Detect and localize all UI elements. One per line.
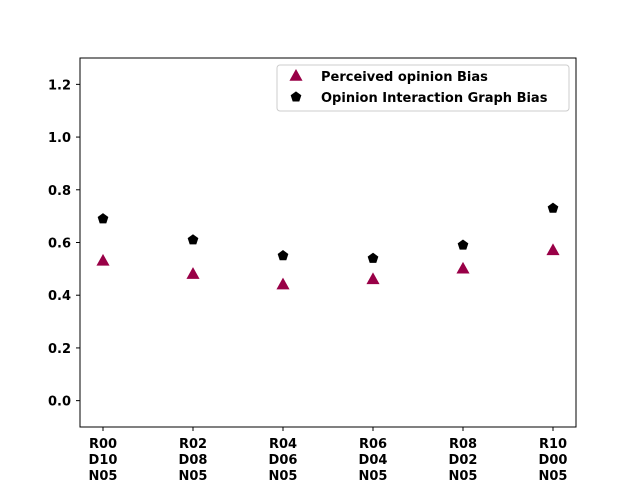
legend: Perceived opinion Bias Opinion Interactio… — [276, 64, 570, 112]
legend-marker — [290, 91, 302, 102]
perceived-opinion-bias-point — [186, 267, 200, 279]
opinion-graph-bias-point — [547, 202, 559, 213]
x-tick-label: D08 — [179, 453, 208, 468]
x-tick-label: R06 — [359, 437, 387, 452]
y-tick-label: 0.6 — [48, 237, 71, 252]
x-tick-label: D04 — [359, 453, 388, 468]
legend-box — [276, 64, 570, 112]
y-tick-label: 0.8 — [48, 184, 71, 199]
perceived-opinion-bias-point — [546, 243, 560, 256]
plot-area — [79, 57, 577, 428]
perceived-opinion-bias-point — [96, 253, 110, 266]
x-tick-label: N05 — [449, 469, 478, 480]
y-tick-label: 1.2 — [48, 78, 71, 93]
perceived-opinion-bias-point — [366, 272, 380, 285]
x-tick-label: N05 — [269, 469, 298, 480]
opinion-graph-bias-point — [97, 213, 109, 224]
x-tick-label: N05 — [539, 469, 568, 480]
data-markers — [96, 202, 560, 290]
legend-marker — [289, 68, 303, 81]
x-tick-label: N05 — [359, 469, 388, 480]
opinion-graph-bias-point — [367, 252, 379, 263]
perceived-opinion-bias-point — [276, 277, 290, 290]
y-axis: 0.0 0.2 0.4 0.6 0.8 1.0 1.2 — [48, 78, 80, 410]
x-tick-label: R08 — [449, 437, 477, 452]
perceived-opinion-bias-point — [456, 261, 470, 274]
x-tick-label: N05 — [89, 469, 118, 480]
x-tick-label: N05 — [179, 469, 208, 480]
x-axis: R00D10N05R02D08N05R04D06N05R06D04N05R08D… — [89, 427, 568, 480]
x-tick-label: R00 — [89, 437, 117, 452]
x-tick-label: D02 — [449, 453, 478, 468]
opinion-graph-bias-point — [187, 234, 199, 245]
x-tick-label: D06 — [269, 453, 298, 468]
x-tick-label: R02 — [179, 437, 207, 452]
y-tick-label: 0.0 — [48, 395, 71, 410]
legend-label: Opinion Interaction Graph Bias — [321, 91, 548, 106]
y-tick-label: 1.0 — [48, 131, 71, 146]
y-tick-label: 0.4 — [48, 289, 71, 304]
x-tick-label: D00 — [539, 453, 568, 468]
x-tick-label: R10 — [539, 437, 567, 452]
x-tick-label: R04 — [269, 437, 297, 452]
opinion-graph-bias-point — [277, 250, 289, 261]
x-tick-label: D10 — [89, 453, 118, 468]
y-tick-label: 0.2 — [48, 342, 71, 357]
legend-label: Perceived opinion Bias — [321, 70, 488, 85]
opinion-graph-bias-point — [457, 239, 469, 250]
